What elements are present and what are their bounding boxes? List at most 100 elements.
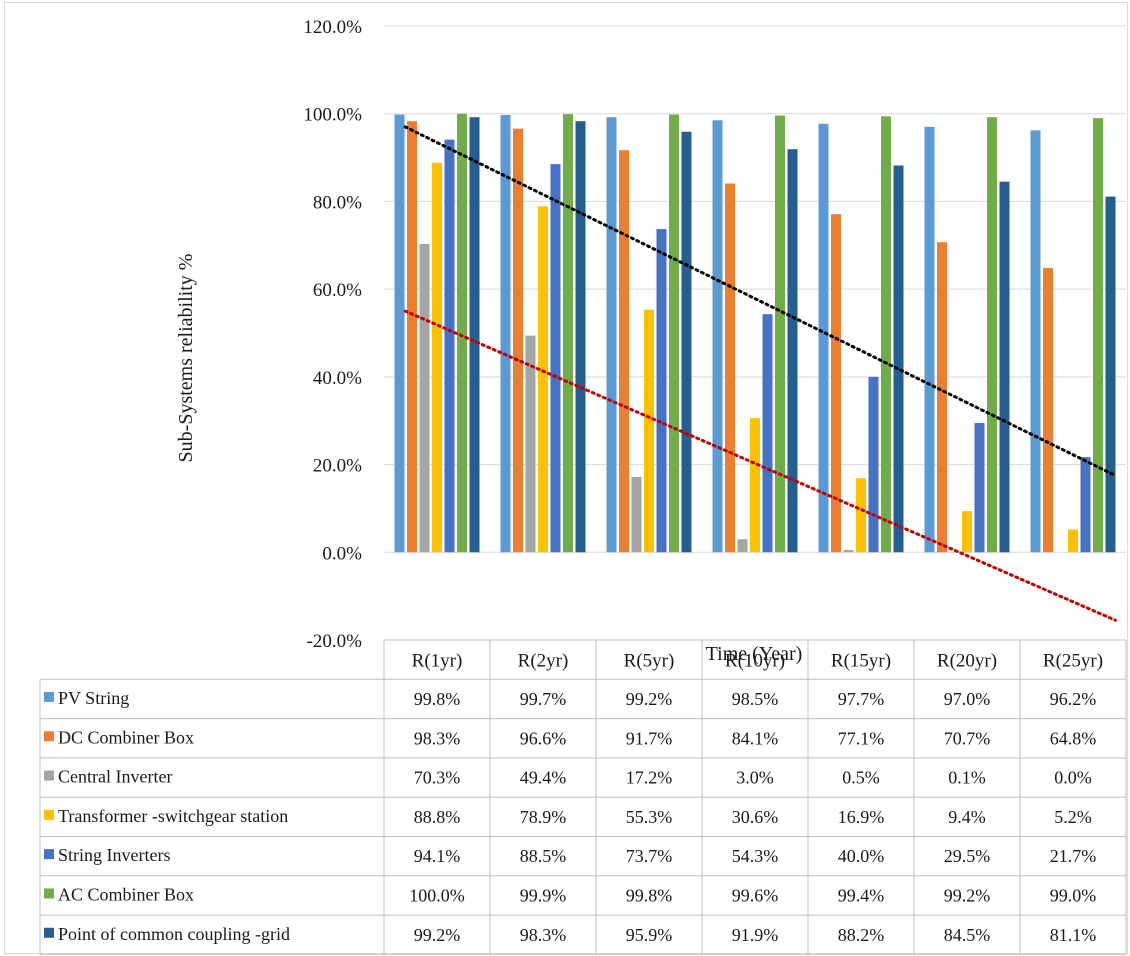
data-label: 5.2% [1054, 807, 1092, 827]
series-name: PV String [58, 688, 129, 708]
data-label: 94.1% [414, 846, 461, 866]
data-label: 96.2% [1050, 689, 1097, 709]
data-label: 95.9% [626, 925, 673, 945]
data-label: 99.0% [1050, 885, 1097, 905]
bar [818, 123, 829, 553]
data-table: R(1yr) R(2yr) R(5yr) R(10yr) R(15yr) R(20yr) R… [39, 639, 1127, 955]
data-label: 99.2% [414, 925, 461, 945]
bar [525, 335, 536, 553]
data-label: 97.0% [944, 689, 991, 709]
series-name: Transformer -switchgear station [58, 806, 288, 826]
data-label: 21.7% [1050, 846, 1097, 866]
category-label: R(5yr) [624, 651, 675, 672]
data-label: 99.2% [626, 689, 673, 709]
data-label: 70.3% [414, 768, 461, 788]
series-name: String Inverters [58, 845, 170, 865]
trendline [403, 309, 1117, 622]
bar [924, 126, 935, 553]
bar [750, 418, 760, 553]
category-label: R(10yr) [725, 651, 785, 672]
bar [1030, 130, 1041, 553]
category-label: R(20yr) [937, 651, 997, 672]
category-label: R(2yr) [518, 651, 569, 672]
data-label: 88.5% [520, 846, 567, 866]
data-label: 99.9% [520, 885, 567, 905]
y-tick-label: 0.0% [322, 543, 362, 564]
x-axis-title: Time (Year) [706, 643, 803, 665]
legend-swatch [44, 849, 54, 860]
bar [681, 131, 692, 553]
bar [538, 206, 548, 553]
data-label: 16.9% [838, 807, 885, 827]
bar [831, 214, 841, 553]
bar [787, 149, 798, 553]
data-label: 99.2% [944, 885, 991, 905]
data-label: 54.3% [732, 846, 779, 866]
bar [444, 139, 455, 553]
data-label: 78.9% [520, 807, 567, 827]
bar [631, 476, 642, 553]
bar [868, 376, 879, 553]
data-label: 88.2% [838, 925, 885, 945]
y-tick-label: 20.0% [313, 456, 362, 477]
data-label: 49.4% [520, 768, 567, 788]
data-label: 96.6% [520, 728, 567, 748]
bars [394, 113, 1116, 553]
series-name: DC Combiner Box [58, 727, 194, 747]
bar [644, 309, 654, 553]
bar [881, 116, 891, 553]
data-label: 99.7% [520, 689, 567, 709]
category-label: R(1yr) [412, 651, 463, 672]
data-label: 0.1% [948, 768, 986, 788]
bar [937, 242, 947, 553]
data-label: 99.4% [838, 885, 885, 905]
bar [432, 162, 442, 553]
trendline [403, 125, 1117, 478]
bar [606, 117, 617, 553]
series-name: AC Combiner Box [58, 884, 194, 904]
data-label: 81.1% [1050, 925, 1097, 945]
data-label: 99.8% [626, 885, 673, 905]
data-label: 0.0% [1054, 768, 1092, 788]
bar [762, 314, 773, 553]
data-label: 9.4% [948, 807, 986, 827]
bar [856, 478, 866, 553]
bar [500, 115, 511, 553]
data-label: 0.5% [842, 768, 880, 788]
data-label: 99.8% [414, 689, 461, 709]
data-label: 88.8% [414, 807, 461, 827]
bar [775, 115, 785, 553]
bar [394, 114, 405, 553]
legend-swatch [44, 927, 54, 938]
bar [457, 113, 467, 553]
y-axis: -20.0% 0.0% 20.0% 40.0% 60.0% 80.0% 100.0% 120.… [303, 17, 362, 652]
bar [563, 114, 573, 553]
category-label: R(25yr) [1043, 651, 1103, 672]
bar [575, 121, 586, 553]
y-tick-label: 80.0% [313, 192, 362, 213]
data-label: 77.1% [838, 728, 885, 748]
bar [1080, 457, 1091, 553]
y-tick-label: 40.0% [313, 368, 362, 389]
y-tick-label: 60.0% [313, 280, 362, 301]
data-label: 100.0% [409, 885, 465, 905]
y-tick-label: 100.0% [303, 105, 362, 126]
bar [469, 117, 480, 553]
data-label: 30.6% [732, 807, 779, 827]
y-tick-label: -20.0% [307, 631, 363, 652]
series-name: Central Inverter [58, 767, 172, 787]
data-label: 98.5% [732, 689, 779, 709]
data-label: 97.7% [838, 689, 885, 709]
series-name: Point of common coupling -grid [58, 924, 290, 944]
bar [1043, 268, 1053, 553]
data-label: 3.0% [736, 768, 774, 788]
bar [737, 539, 748, 553]
bar [974, 422, 985, 553]
bar [987, 117, 997, 553]
data-label: 17.2% [626, 768, 673, 788]
trendlines [403, 125, 1117, 622]
bar [1105, 196, 1116, 553]
bar [893, 165, 904, 553]
bar [550, 164, 561, 553]
data-label: 73.7% [626, 846, 673, 866]
